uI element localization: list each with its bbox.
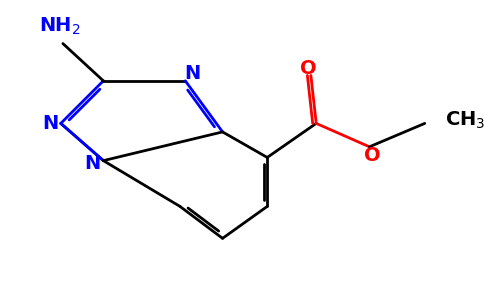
Text: CH$_3$: CH$_3$ [445,110,484,131]
Text: O: O [300,59,316,78]
Text: NH$_2$: NH$_2$ [39,15,81,37]
Text: N: N [42,114,59,133]
Text: N: N [85,154,101,173]
Text: N: N [184,64,200,83]
Text: O: O [364,146,380,165]
